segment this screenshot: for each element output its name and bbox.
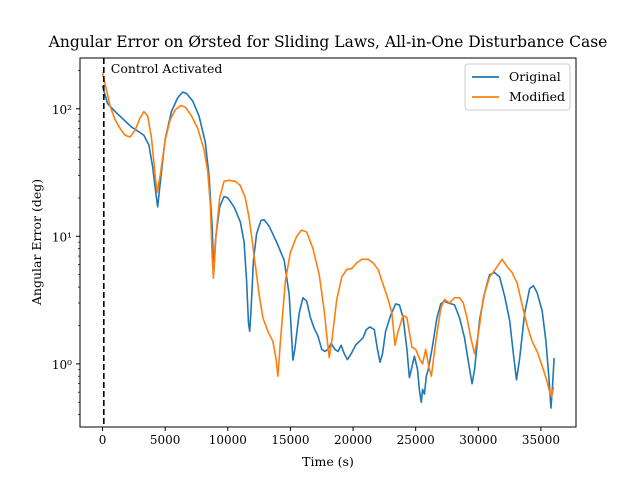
legend-label: Modified bbox=[509, 89, 565, 104]
x-tick-label: 20000 bbox=[334, 433, 372, 447]
x-tick-label: 10000 bbox=[209, 433, 247, 447]
legend: Original Modified bbox=[464, 63, 571, 111]
legend-label: Original bbox=[509, 69, 561, 84]
y-axis-label: Angular Error (deg) bbox=[29, 179, 44, 306]
plot-area: 0 5000 10000 15000 20000 25000 30000 35000 10⁰1… bbox=[52, 57, 577, 447]
x-axis-label: Time (s) bbox=[302, 454, 354, 469]
x-tick-label: 25000 bbox=[397, 433, 435, 447]
x-tick-label: 15000 bbox=[271, 433, 309, 447]
x-tick-label: 35000 bbox=[522, 433, 560, 447]
y-tick-label: 10⁰ bbox=[52, 358, 72, 372]
chart-title: Angular Error on Ørsted for Sliding Laws… bbox=[48, 33, 608, 51]
x-tick-label: 0 bbox=[99, 433, 107, 447]
y-tick-label: 10¹ bbox=[52, 230, 72, 244]
control-activated-annotation: Control Activated bbox=[111, 61, 223, 76]
series-layer bbox=[101, 72, 555, 409]
series-line-modified bbox=[101, 72, 555, 398]
y-axis: 10⁰ 10¹ 10² bbox=[52, 70, 80, 415]
axes-frame bbox=[79, 57, 577, 428]
x-axis: 0 5000 10000 15000 20000 25000 30000 35000 bbox=[99, 427, 560, 447]
x-tick-label: 30000 bbox=[459, 433, 497, 447]
legend-box bbox=[464, 63, 571, 111]
series-line-original bbox=[101, 85, 555, 409]
x-tick-label: 5000 bbox=[150, 433, 181, 447]
y-tick-label: 10² bbox=[52, 103, 72, 117]
